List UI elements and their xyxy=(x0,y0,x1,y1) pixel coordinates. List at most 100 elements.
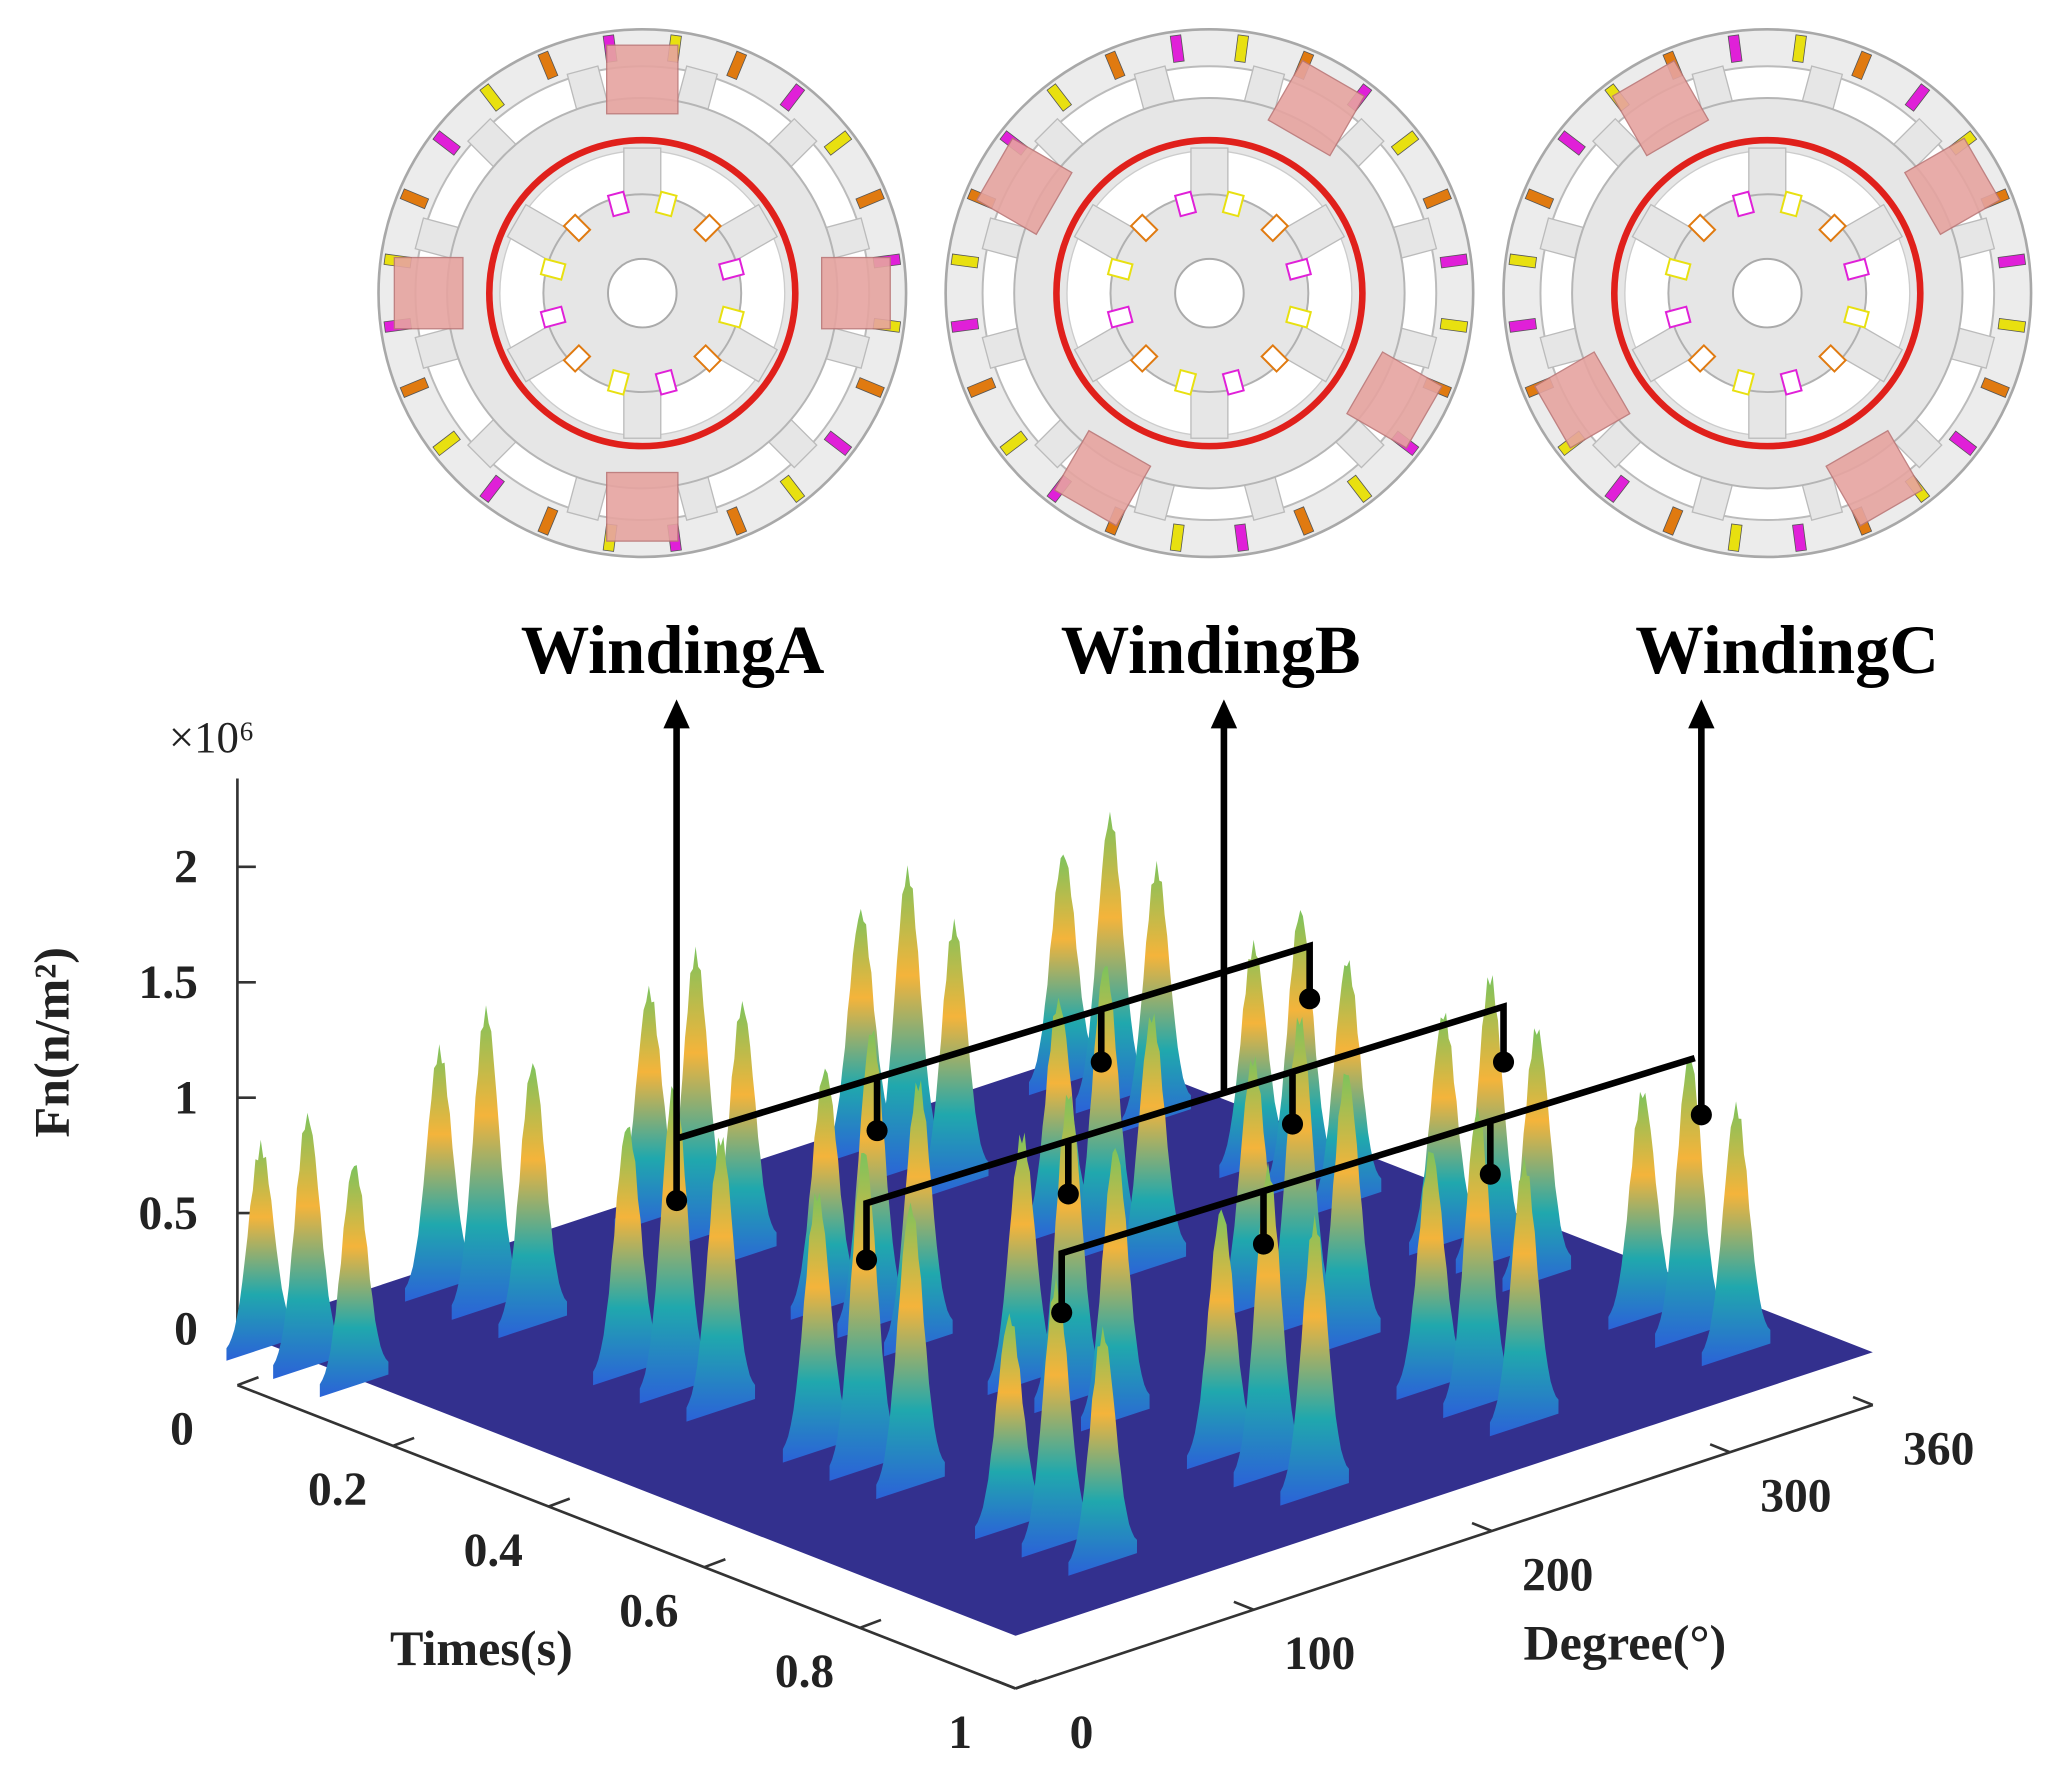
rotor-slot xyxy=(606,368,630,396)
rotor-slot xyxy=(1260,343,1290,373)
peak-ridge xyxy=(1068,1326,1138,1576)
magnet xyxy=(1234,34,1249,63)
winding-connectors xyxy=(663,699,1715,1324)
rotor-slot xyxy=(562,343,592,373)
motor xyxy=(944,28,1475,559)
rotor-slot xyxy=(1843,257,1870,281)
z-multiplier: ×10⁶ xyxy=(169,712,255,762)
rotor-slot xyxy=(1221,190,1245,218)
magnet xyxy=(1980,377,2010,398)
red-ring xyxy=(1611,136,1924,450)
rotor-slot xyxy=(1221,368,1245,396)
shaft xyxy=(1174,257,1245,329)
y-tick xyxy=(1709,1443,1731,1454)
inner-tooth xyxy=(623,384,662,439)
magnet xyxy=(1997,317,2027,333)
peak-ridge xyxy=(451,1005,521,1320)
x-tick-label: 0.6 xyxy=(619,1586,678,1638)
x-tick-label: 0.2 xyxy=(308,1464,367,1516)
x-tick xyxy=(392,1436,415,1448)
peak xyxy=(593,1082,756,1422)
peak-ridge xyxy=(873,865,942,1181)
coil xyxy=(1825,429,1924,527)
x-tick xyxy=(859,1618,882,1630)
magnet xyxy=(1422,188,1452,210)
magnet xyxy=(855,377,885,398)
z-tick-label: 1.5 xyxy=(138,957,197,1009)
rotor-slot xyxy=(1106,305,1134,329)
magnet xyxy=(432,130,461,156)
shaft xyxy=(607,257,678,329)
motor xyxy=(377,28,908,559)
rotor-slot xyxy=(1173,368,1198,396)
peak-ridge xyxy=(1028,854,1098,1096)
peak-ridge xyxy=(1021,1276,1091,1558)
magnet xyxy=(537,50,559,81)
peak-ridge xyxy=(1122,860,1191,1132)
connector-dots xyxy=(666,988,1712,1324)
rotor-slot xyxy=(654,368,678,396)
red-ring xyxy=(486,136,799,450)
motor-diagrams xyxy=(377,28,2033,559)
rotor-slot xyxy=(539,305,567,329)
y-tick-label: 100 xyxy=(1284,1628,1355,1680)
rotor-slot xyxy=(1779,190,1803,218)
coil xyxy=(393,256,464,330)
magnet xyxy=(855,188,885,210)
x-tick xyxy=(548,1497,571,1508)
magnet xyxy=(779,474,806,504)
coil xyxy=(975,137,1073,236)
magnet xyxy=(1390,130,1420,156)
magnet xyxy=(479,83,505,112)
peak-ridge xyxy=(686,1136,756,1422)
rotor-slot xyxy=(562,213,592,243)
magnet xyxy=(432,430,461,457)
inner-tooth xyxy=(623,147,662,202)
peak-ridge xyxy=(975,1313,1044,1540)
inner-tooth xyxy=(1190,384,1229,439)
x-tick-label: 0.8 xyxy=(775,1646,834,1698)
magnet xyxy=(537,506,559,536)
rotor-slot xyxy=(1285,257,1313,281)
magnet xyxy=(1948,430,1978,457)
x-axis xyxy=(236,1383,1017,1690)
magnet xyxy=(1169,34,1185,63)
x-axis-label: Times(s) xyxy=(390,1620,573,1676)
x-tick-label: 0 xyxy=(170,1404,194,1456)
peak xyxy=(1186,1162,1349,1506)
magnet xyxy=(1104,50,1126,81)
surface-plot: 0 0.5 1 1.5 2 0 0.2 0.4 0.6 0.8 1 0 100 200 300 360 xyxy=(138,778,1974,1759)
magnet xyxy=(1524,188,1555,210)
peak-ridge xyxy=(273,1112,342,1379)
magnet xyxy=(1046,83,1073,112)
z-tick-label: 2 xyxy=(174,842,198,894)
peak xyxy=(405,1005,568,1339)
rotor-slot xyxy=(1843,305,1870,329)
rotor-slot xyxy=(1129,213,1159,243)
magnet xyxy=(1234,523,1249,552)
magnet xyxy=(823,430,853,457)
inner-tooth xyxy=(1748,384,1787,439)
rotor-slot xyxy=(1687,213,1717,243)
peak-ridge xyxy=(876,1202,945,1500)
rotor-slot xyxy=(1687,343,1717,373)
peak-ridge xyxy=(1443,1106,1512,1419)
rotor-slot xyxy=(1260,213,1290,243)
rotor-slot xyxy=(1285,305,1313,329)
peak xyxy=(826,865,989,1199)
magnet xyxy=(1346,474,1373,504)
peak xyxy=(975,1276,1138,1576)
rotor-slot xyxy=(1664,305,1692,329)
magnet xyxy=(1727,34,1743,63)
magnet xyxy=(1851,50,1873,81)
magnet xyxy=(1557,130,1586,156)
magnet xyxy=(1997,253,2027,269)
peak-ridge xyxy=(1186,1209,1256,1470)
magnet xyxy=(1439,253,1469,269)
magnet xyxy=(950,253,980,269)
rotor-slot xyxy=(606,190,630,218)
annotation: WindingC xyxy=(1635,612,1939,688)
magnet xyxy=(950,317,980,333)
rotor-slot xyxy=(539,257,567,281)
rotor-slot xyxy=(693,213,723,243)
